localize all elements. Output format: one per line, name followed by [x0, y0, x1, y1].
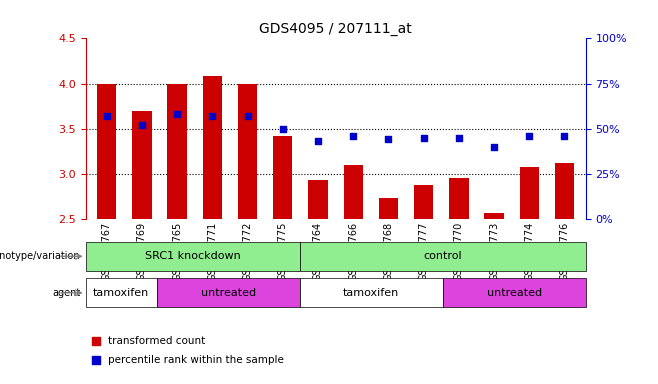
Bar: [300, 278, 443, 307]
Bar: [167, 84, 187, 219]
Bar: [449, 178, 468, 219]
Bar: [343, 165, 363, 219]
Bar: [379, 198, 398, 219]
Bar: [484, 213, 504, 219]
Point: [101, 113, 112, 119]
Point: [137, 122, 147, 128]
Bar: [300, 242, 586, 271]
Text: control: control: [424, 251, 462, 262]
Point: [383, 136, 393, 142]
Point: [90, 338, 101, 344]
Point: [278, 126, 288, 132]
Text: percentile rank within the sample: percentile rank within the sample: [108, 355, 284, 365]
Point: [524, 133, 534, 139]
Point: [348, 133, 359, 139]
Text: untreated: untreated: [201, 288, 256, 298]
Bar: [520, 167, 539, 219]
Point: [242, 113, 253, 119]
Bar: [132, 111, 151, 219]
Text: genotype/variation: genotype/variation: [0, 251, 80, 262]
Point: [207, 113, 218, 119]
Point: [453, 135, 464, 141]
Text: transformed count: transformed count: [108, 336, 205, 346]
Text: agent: agent: [52, 288, 80, 298]
Bar: [273, 136, 292, 219]
Point: [559, 133, 570, 139]
Point: [418, 135, 429, 141]
Bar: [555, 163, 574, 219]
Title: GDS4095 / 207111_at: GDS4095 / 207111_at: [259, 22, 412, 36]
Bar: [157, 278, 300, 307]
Point: [172, 111, 182, 117]
Text: untreated: untreated: [487, 288, 542, 298]
Bar: [97, 84, 116, 219]
Bar: [86, 278, 157, 307]
Text: tamoxifen: tamoxifen: [93, 288, 149, 298]
Point: [313, 138, 323, 144]
Point: [489, 144, 499, 150]
Bar: [309, 180, 328, 219]
Bar: [238, 84, 257, 219]
Bar: [203, 76, 222, 219]
Bar: [414, 185, 434, 219]
Text: SRC1 knockdown: SRC1 knockdown: [145, 251, 241, 262]
Point: [90, 357, 101, 363]
Bar: [86, 242, 300, 271]
Bar: [443, 278, 586, 307]
Text: tamoxifen: tamoxifen: [343, 288, 399, 298]
